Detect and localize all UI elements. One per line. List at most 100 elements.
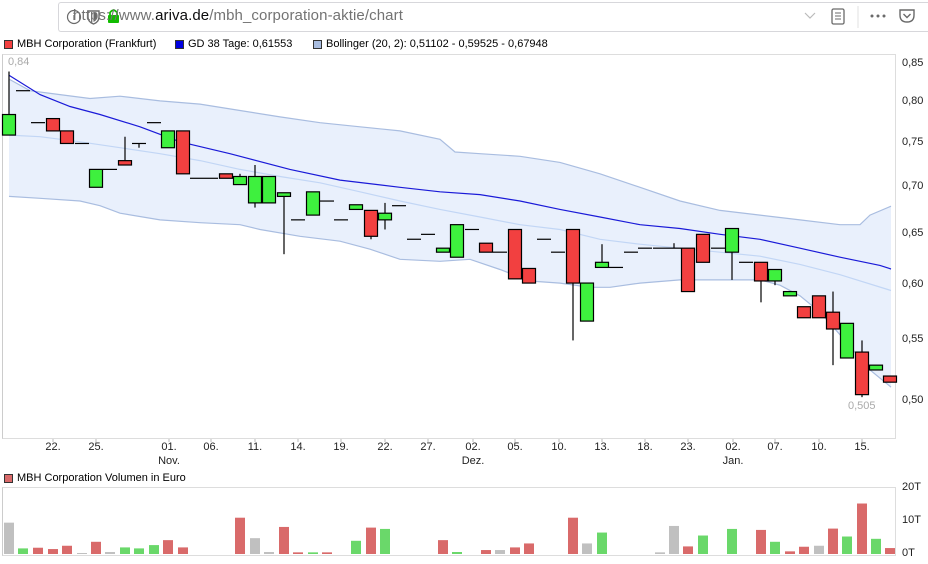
x-tick-label: 06. <box>203 441 219 453</box>
volume-bar <box>756 529 766 554</box>
volume-bar <box>857 503 867 554</box>
x-month-label: Jan. <box>722 455 744 467</box>
volume-bar <box>366 527 376 554</box>
volume-bar <box>33 547 43 554</box>
volume-bar <box>655 552 665 554</box>
x-tick-label: 22. <box>377 441 393 453</box>
moving-average-line <box>8 74 892 270</box>
vol-tick-10: 10T <box>902 514 921 526</box>
volume-bar <box>308 552 318 554</box>
url-domain: ariva.de <box>155 7 210 24</box>
x-tick-label: 02. <box>725 441 741 453</box>
candle-body <box>811 295 827 319</box>
volume-bar <box>18 548 28 554</box>
bollinger-lower-line <box>8 195 892 388</box>
candle-body <box>247 175 263 204</box>
low-annotation: 0,505 <box>848 400 876 412</box>
volume-bar <box>149 545 159 554</box>
x-tick-label: 27. <box>420 441 436 453</box>
candle-body <box>305 191 321 216</box>
legend-swatch-bollinger <box>313 39 322 49</box>
volume-bar <box>799 546 809 554</box>
volume-bar <box>250 538 260 554</box>
candle-body <box>117 160 133 166</box>
candle-body <box>753 261 769 282</box>
candle-body <box>767 268 783 282</box>
more-dots-icon[interactable] <box>870 14 886 18</box>
volume-bar <box>279 526 289 554</box>
candle-body <box>59 130 75 145</box>
volume-bar <box>481 550 491 554</box>
y-tick-label: 0,80 <box>902 95 924 108</box>
price-chart-panel[interactable] <box>2 54 896 439</box>
volume-bar <box>178 547 188 554</box>
candle-body <box>175 130 191 175</box>
candle-body <box>854 351 870 396</box>
dropdown-chevron-icon[interactable] <box>804 12 816 19</box>
volume-bar <box>293 552 303 554</box>
candle-body <box>261 175 277 204</box>
volume-bar <box>77 553 87 554</box>
info-icon[interactable] <box>66 9 82 25</box>
y-tick-label: 0,55 <box>902 333 924 346</box>
x-tick-label: 18. <box>637 441 653 453</box>
y-tick-label: 0,65 <box>902 227 924 240</box>
volume-chart-panel[interactable] <box>2 487 896 556</box>
candle-body <box>160 130 176 149</box>
volume-bar <box>683 546 693 554</box>
volume-bar <box>380 528 390 554</box>
volume-bar <box>568 517 578 554</box>
candle-body <box>868 364 884 371</box>
candle-body <box>435 247 451 253</box>
volume-bar <box>727 528 737 554</box>
candle-body <box>1 113 17 136</box>
volume-bar <box>91 541 101 554</box>
volume-bar <box>322 552 332 554</box>
volume-bar <box>105 552 115 554</box>
volume-bar <box>814 545 824 554</box>
bollinger-mid-line <box>8 134 892 292</box>
volume-bar <box>264 552 274 554</box>
volume-bar <box>698 535 708 554</box>
high-annotation: 0,84 <box>8 56 30 68</box>
x-tick-label: 22. <box>45 441 61 453</box>
vol-tick-0: 0T <box>902 547 915 559</box>
candle-body <box>218 173 234 179</box>
reader-view-icon[interactable] <box>831 8 845 25</box>
y-tick-label: 0,70 <box>902 180 924 193</box>
legend-swatch-volume <box>4 473 13 483</box>
volume-bar <box>120 547 130 554</box>
volume-bar <box>495 550 505 554</box>
volume-bar <box>4 522 14 554</box>
y-tick-label: 0,60 <box>902 278 924 291</box>
url-text[interactable]: https://www.ariva.de/mbh_corporation-akt… <box>73 7 403 24</box>
lock-icon[interactable] <box>108 9 119 23</box>
x-tick-label: 14. <box>290 441 306 453</box>
candle-body <box>565 228 581 284</box>
x-tick-label: 19. <box>333 441 349 453</box>
volume-bar <box>842 536 852 554</box>
volume-bar <box>669 525 679 554</box>
legend-price: MBH Corporation (Frankfurt) <box>4 38 156 50</box>
volume-bar <box>163 540 173 554</box>
volume-bar <box>582 543 592 554</box>
y-tick-label: 0,85 <box>902 57 924 69</box>
candle-body <box>825 311 841 330</box>
candle-body <box>579 282 595 322</box>
volume-bar <box>48 549 58 554</box>
url-bar[interactable] <box>58 2 928 32</box>
candle-body <box>594 261 610 269</box>
tracking-shield-icon[interactable] <box>87 10 100 25</box>
volume-bar <box>828 528 838 554</box>
x-month-label: Dez. <box>461 455 485 467</box>
legend-swatch-ma <box>175 39 184 49</box>
x-tick-label: 15. <box>854 441 870 453</box>
volume-bar <box>770 541 780 554</box>
x-tick-label: 25. <box>88 441 104 453</box>
pocket-icon[interactable] <box>899 9 915 23</box>
volume-bar <box>597 532 607 554</box>
x-tick-label: 11. <box>247 441 263 453</box>
candle-body <box>782 290 798 297</box>
volume-bar <box>524 543 534 554</box>
